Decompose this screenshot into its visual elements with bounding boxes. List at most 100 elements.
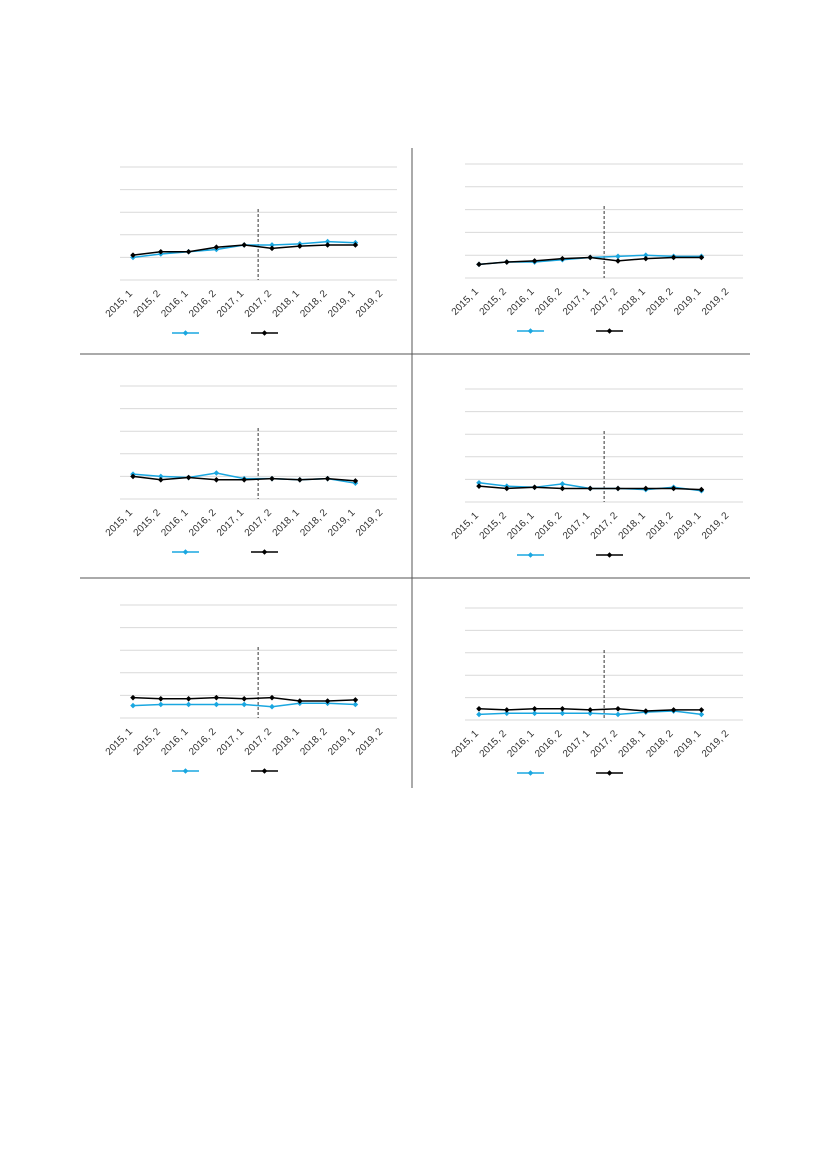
legend-marker — [606, 552, 613, 558]
x-tick-label: 2016, 1 — [505, 286, 537, 318]
x-tick-label: 2015, 2 — [132, 288, 164, 320]
x-tick-label: 2015, 1 — [450, 728, 482, 760]
legend-marker — [182, 768, 189, 774]
x-tick-label: 2016, 2 — [533, 510, 565, 542]
x-tick-label: 2017, 2 — [589, 510, 621, 542]
point — [559, 485, 566, 492]
point — [698, 711, 705, 718]
x-tick-label: 2018, 2 — [644, 286, 676, 318]
point — [185, 474, 192, 481]
legend-marker — [606, 770, 613, 776]
point — [324, 698, 331, 704]
point — [352, 242, 359, 248]
point — [615, 258, 621, 264]
point — [158, 701, 164, 708]
x-tick-label: 2016, 1 — [159, 726, 191, 758]
point — [476, 711, 482, 718]
x-tick-label: 2017, 2 — [243, 726, 275, 758]
point — [587, 710, 593, 717]
point — [476, 261, 482, 268]
legend-marker — [606, 328, 613, 334]
point — [158, 473, 164, 480]
point — [670, 254, 677, 261]
point — [213, 470, 220, 476]
point — [698, 486, 705, 493]
legend-marker — [261, 768, 268, 774]
x-tick-label: 2018, 1 — [271, 288, 303, 320]
x-tick-label: 2016, 2 — [533, 728, 565, 760]
point — [559, 481, 566, 487]
point — [185, 701, 192, 708]
x-tick-label: 2017, 1 — [561, 510, 593, 542]
point — [241, 695, 247, 702]
point — [297, 243, 303, 249]
point — [670, 485, 677, 492]
point — [297, 476, 303, 483]
x-tick-label: 2019, 2 — [700, 510, 732, 542]
point — [615, 706, 621, 712]
x-tick-label: 2018, 2 — [644, 728, 676, 760]
x-tick-label: 2016, 1 — [159, 507, 191, 539]
x-tick-label: 2017, 1 — [215, 726, 247, 758]
point — [531, 258, 538, 264]
point — [670, 707, 677, 713]
x-tick-label: 2018, 2 — [298, 726, 330, 758]
point — [476, 706, 482, 712]
x-tick-label: 2015, 1 — [104, 726, 136, 758]
x-tick-label: 2018, 2 — [298, 507, 330, 539]
point — [324, 238, 331, 245]
x-tick-label: 2019, 1 — [326, 288, 358, 320]
point — [241, 242, 247, 248]
point — [587, 254, 593, 261]
x-tick-label: 2017, 2 — [243, 507, 275, 539]
point — [476, 479, 482, 486]
point — [615, 711, 621, 718]
point — [241, 701, 247, 708]
x-tick-label: 2019, 1 — [672, 728, 704, 760]
point — [130, 702, 136, 709]
legend-marker — [527, 328, 534, 334]
point — [269, 694, 275, 701]
point — [324, 242, 331, 248]
x-tick-label: 2017, 1 — [561, 286, 593, 318]
x-tick-label: 2015, 2 — [478, 286, 510, 318]
x-tick-label: 2018, 1 — [617, 510, 649, 542]
point — [352, 478, 359, 484]
x-tick-label: 2019, 1 — [672, 286, 704, 318]
x-tick-label: 2018, 2 — [298, 288, 330, 320]
x-tick-label: 2016, 1 — [159, 288, 191, 320]
point — [158, 476, 164, 483]
point — [269, 242, 275, 248]
point — [587, 485, 593, 492]
x-tick-label: 2019, 2 — [700, 286, 732, 318]
point — [698, 707, 705, 713]
x-tick-label: 2015, 2 — [132, 726, 164, 758]
x-tick-label: 2017, 2 — [589, 728, 621, 760]
point — [643, 252, 649, 258]
point — [269, 245, 275, 252]
point — [504, 707, 510, 713]
x-tick-label: 2015, 1 — [450, 286, 482, 318]
point — [185, 695, 192, 702]
x-tick-label: 2019, 2 — [354, 726, 386, 758]
point — [615, 485, 621, 492]
x-tick-label: 2017, 2 — [243, 288, 275, 320]
point — [213, 244, 220, 251]
point — [324, 475, 331, 482]
point — [352, 697, 359, 703]
point — [213, 701, 220, 708]
x-tick-label: 2017, 1 — [561, 728, 593, 760]
x-tick-label: 2019, 2 — [700, 728, 732, 760]
point — [158, 695, 164, 702]
x-tick-label: 2016, 2 — [187, 507, 219, 539]
x-tick-label: 2015, 1 — [104, 507, 136, 539]
point — [643, 708, 649, 714]
x-tick-label: 2017, 1 — [215, 507, 247, 539]
point — [531, 710, 538, 717]
x-tick-label: 2017, 2 — [589, 286, 621, 318]
x-tick-label: 2016, 2 — [533, 286, 565, 318]
point — [269, 475, 275, 482]
x-tick-label: 2015, 2 — [478, 728, 510, 760]
x-tick-label: 2015, 1 — [104, 288, 136, 320]
